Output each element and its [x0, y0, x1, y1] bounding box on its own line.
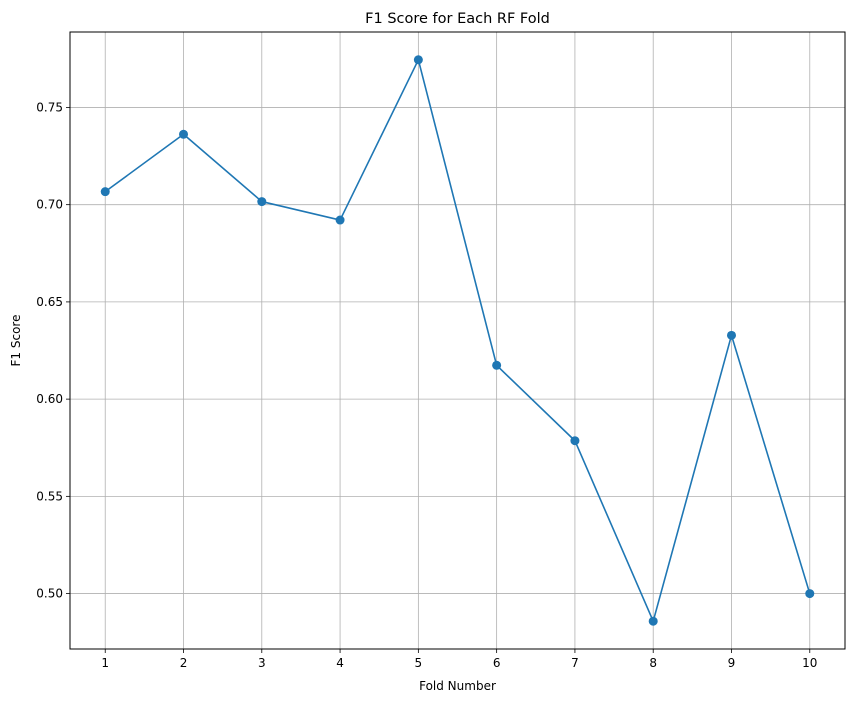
x-tick-label: 7 [571, 656, 579, 670]
data-point-marker [100, 187, 110, 197]
x-tick-label: 3 [258, 656, 266, 670]
plot-area-frame [69, 31, 846, 650]
series-group [100, 55, 815, 626]
data-point-marker [179, 129, 189, 139]
x-tick-label: 1 [101, 656, 109, 670]
x-tick-label: 9 [728, 656, 736, 670]
data-point-marker [805, 589, 815, 599]
chart-title: F1 Score for Each RF Fold [365, 11, 550, 27]
y-tick-label: 0.60 [36, 392, 63, 406]
x-tick-label: 10 [802, 656, 817, 670]
y-tick-label: 0.75 [36, 100, 63, 114]
x-axis-label: Fold Number [419, 679, 496, 693]
x-tick-label: 8 [649, 656, 657, 670]
data-point-marker [492, 360, 502, 370]
x-tick-label: 5 [415, 656, 423, 670]
data-point-marker [648, 616, 658, 626]
data-point-marker [335, 215, 345, 225]
y-tick-label: 0.55 [36, 489, 63, 503]
data-point-marker [257, 197, 267, 207]
data-point-marker [413, 55, 423, 65]
y-tick-label: 0.50 [36, 587, 63, 601]
x-axis-ticks: 1 2 3 4 5 6 7 8 9 10 [101, 649, 817, 670]
data-point-marker [726, 330, 736, 340]
y-axis-label: F1 Score [9, 315, 23, 367]
x-tick-label: 6 [493, 656, 501, 670]
y-axis-ticks: 0.50 0.55 0.60 0.65 0.70 0.75 [36, 100, 70, 601]
y-tick-label: 0.70 [36, 198, 63, 212]
y-tick-label: 0.65 [36, 295, 63, 309]
grid-lines [70, 32, 845, 649]
x-tick-label: 4 [336, 656, 344, 670]
series-line [104, 59, 811, 622]
data-point-marker [570, 436, 580, 446]
x-tick-label: 2 [180, 656, 188, 670]
